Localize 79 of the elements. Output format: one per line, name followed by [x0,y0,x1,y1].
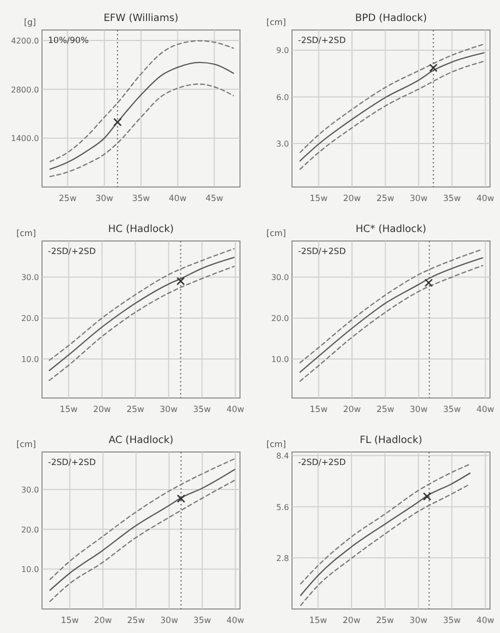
x-tick-label: 15w [60,616,79,626]
x-tick-label: 20w [343,194,361,204]
x-tick-label: 25w [376,194,394,204]
x-tick-label: 35w [193,405,211,415]
annotation: -2SD/+2SD [298,247,346,257]
y-tick-label: 20.0 [21,314,39,324]
y-tick-label: 20.0 [271,314,289,324]
x-tick-label: 25w [126,405,144,415]
x-tick-label: 30w [410,405,428,415]
x-tick-label: 25w [376,616,394,626]
line-series [49,458,236,580]
line-series [300,484,471,606]
x-tick-label: 15w [309,616,328,626]
x-tick-label: 45w [205,194,224,204]
y-tick-label: 9.0 [276,46,289,56]
y-axis-title: [cm] [16,440,36,450]
x-tick-label: 40w [226,616,244,626]
x-tick-label: 30w [160,616,178,626]
annotation: 10%/90% [48,36,89,46]
line-series [49,83,234,178]
y-tick-label: 5.6 [276,502,289,512]
y-tick-label: 6.0 [276,92,289,102]
chart-title: EFW (Williams) [104,13,178,24]
x-tick-label: 20w [343,405,361,415]
annotation: -2SD/+2SD [298,36,346,46]
line-series [48,248,235,361]
chart-title: HC (Hadlock) [108,224,174,235]
x-tick-label: 35w [443,194,461,204]
chart-title: HC* (Hadlock) [356,224,426,235]
x-tick-label: 30w [95,194,114,204]
x-tick-label: 40w [168,194,187,204]
annotation: -2SD/+2SD [48,247,96,257]
x-tick-label: 40w [476,194,494,204]
y-tick-label: 20.0 [21,525,39,534]
x-tick-label: 25w [376,405,394,415]
y-tick-label: 10.0 [271,355,289,364]
y-tick-label: 30.0 [271,273,289,282]
annotation: -2SD/+2SD [298,458,346,468]
y-tick-label: 10.0 [21,355,39,364]
y-tick-label: 2.8 [276,554,289,563]
y-tick-label: 30.0 [21,485,39,494]
y-tick-label: 1400.0 [11,134,39,144]
line-series [300,472,471,596]
x-tick-label: 15w [310,405,328,415]
x-tick-label: 25w [127,616,145,626]
x-tick-label: 20w [342,616,360,626]
x-tick-label: 35w [443,405,461,415]
line-series [49,468,236,591]
x-tick-label: 15w [60,405,78,415]
y-axis-title: [cm] [266,440,286,450]
x-tick-label: 40w [476,616,494,626]
y-axis-title: [cm] [16,229,36,239]
x-tick-label: 30w [410,194,428,204]
x-tick-label: 35w [193,616,212,626]
x-tick-label: 20w [93,405,111,415]
x-tick-label: 35w [442,616,461,626]
y-tick-label: 2800.0 [11,85,39,94]
chart-title: FL (Hadlock) [360,435,422,446]
line-series [49,480,236,602]
y-tick-label: 4200.0 [11,36,39,46]
x-tick-label: 20w [94,616,112,626]
line-series [49,62,234,170]
y-tick-label: 30.0 [21,273,39,282]
chart-title: AC (Hadlock) [108,435,174,446]
x-tick-label: 15w [310,194,328,204]
x-tick-label: 25w [58,194,77,204]
x-tick-label: 30w [410,616,428,626]
y-axis-title: [g] [24,18,36,28]
y-axis-title: [cm] [266,18,286,28]
x-tick-label: 40w [226,405,244,415]
x-tick-label: 35w [132,194,150,204]
annotation: -2SD/+2SD [48,458,96,468]
y-axis-title: [cm] [266,229,286,239]
chart-title: BPD (Hadlock) [355,13,427,24]
y-tick-label: 3.0 [276,139,289,148]
y-tick-label: 8.4 [276,452,289,461]
y-tick-label: 10.0 [21,565,39,574]
x-tick-label: 40w [476,405,494,415]
x-tick-label: 30w [160,405,178,415]
